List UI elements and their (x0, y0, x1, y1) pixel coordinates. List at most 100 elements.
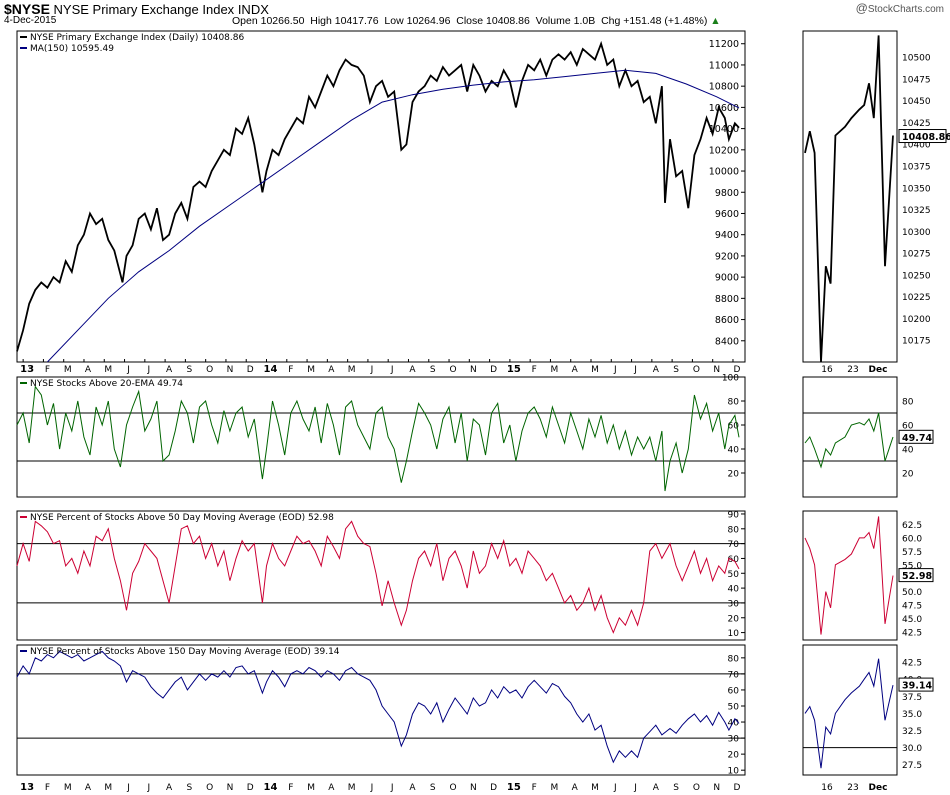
y-tick-label: 11000 (709, 60, 739, 71)
x-tick-label-bottom: S (673, 783, 679, 793)
y-tick-label: 9400 (715, 230, 739, 241)
y-tick-label: 9000 (715, 273, 739, 284)
zoom-y-tick-label: 10225 (902, 293, 931, 303)
zoom-series-above150 (804, 658, 894, 769)
x-tick-label-bottom: J (633, 783, 637, 793)
zoom-x-tick-label-top: Dec (869, 365, 888, 375)
y-tick-label: 10 (728, 629, 740, 639)
y-tick-label: 10000 (709, 167, 739, 178)
x-tick-label-bottom: N (470, 783, 477, 793)
last-value-flag (898, 568, 934, 583)
zoom-y-tick-label: 62.5 (902, 521, 922, 531)
x-tick-label-bottom: F (532, 783, 537, 793)
series-ma (47, 69, 740, 363)
x-tick-label-bottom: M (551, 783, 559, 793)
logo-text: StockCharts.com (867, 4, 944, 15)
panel-frame-above50 (16, 510, 746, 641)
zoom-y-tick-label: 57.5 (902, 548, 922, 558)
low-value: 10264.96 (406, 15, 451, 27)
y-tick-label: 20 (728, 470, 740, 480)
legend-above50: NYSE Percent of Stocks Above 50 Day Movi… (30, 513, 334, 523)
panel-frame-ema20 (16, 376, 746, 498)
zoom-series-price (804, 35, 894, 363)
x-tick-label-top: O (449, 365, 456, 375)
x-tick-label-top: J (126, 365, 130, 375)
x-tick-label-top: O (693, 365, 700, 375)
last-value-label: 49.74 (902, 433, 932, 444)
y-tick-label: 90 (728, 510, 740, 520)
zoom-y-tick-label: 10375 (902, 163, 931, 173)
series-above50 (16, 520, 740, 634)
y-tick-label: 9200 (715, 251, 739, 262)
zoom-y-tick-label: 37.5 (902, 693, 922, 703)
x-tick-label-top: 15 (507, 364, 521, 375)
last-value-flag (898, 129, 947, 144)
x-tick-label-top: N (470, 365, 477, 375)
x-tick-label-bottom: 14 (264, 782, 278, 793)
chg-value: +151.48 (+1.48%) (623, 15, 708, 27)
zoom-y-tick-label: 10450 (902, 97, 931, 107)
low-label: Low (384, 15, 404, 27)
x-tick-label-top: S (430, 365, 436, 375)
x-tick-label-bottom: F (45, 783, 50, 793)
x-tick-label-bottom: A (572, 783, 579, 793)
x-tick-label-top: J (390, 365, 394, 375)
legend-ema20: NYSE Stocks Above 20-EMA 49.74 (30, 379, 183, 389)
exchange: INDX (237, 2, 269, 17)
x-tick-label-bottom: 15 (507, 782, 521, 793)
zoom-y-tick-label: 55.0 (902, 561, 922, 571)
zoom-y-tick-label: 20 (902, 470, 914, 480)
x-tick-label-top: M (307, 365, 315, 375)
zoom-frame-above150 (802, 644, 898, 776)
close-label: Close (456, 15, 484, 27)
y-tick-label: 9600 (715, 209, 739, 220)
zoom-y-tick-label: 50.0 (902, 588, 922, 598)
zoom-series-ema20 (804, 412, 894, 469)
x-tick-label-bottom: A (409, 783, 416, 793)
stockcharts-logo[interactable]: @StockCharts.com (856, 1, 944, 15)
x-tick-label-bottom: S (430, 783, 436, 793)
zoom-y-tick-label: 10425 (902, 119, 931, 129)
x-tick-label-bottom: O (693, 783, 700, 793)
y-tick-label: 60 (728, 422, 740, 432)
x-tick-label-bottom: O (206, 783, 213, 793)
x-tick-label-bottom: O (449, 783, 456, 793)
legend-above150: NYSE Percent of Stocks Above 150 Day Mov… (30, 647, 340, 657)
x-tick-label-top: J (146, 365, 150, 375)
series-price (16, 40, 740, 352)
y-tick-label: 70 (728, 540, 740, 550)
x-tick-label-top: N (713, 365, 720, 375)
y-tick-label: 60 (728, 686, 740, 696)
zoom-y-tick-label: 10250 (902, 271, 931, 281)
chg-label: Chg (601, 15, 621, 27)
x-tick-label-bottom: J (613, 783, 617, 793)
x-tick-label-top: N (227, 365, 234, 375)
zoom-y-tick-label: 10400 (902, 141, 931, 151)
up-arrow-icon: ▲ (710, 15, 721, 27)
zoom-x-tick-label-bottom: 23 (847, 783, 858, 793)
zoom-frame-price (802, 30, 898, 363)
zoom-y-tick-label: 60.0 (902, 534, 922, 544)
x-tick-label-top: J (370, 365, 374, 375)
zoom-y-tick-label: 45.0 (902, 615, 922, 625)
x-tick-label-top: F (532, 365, 537, 375)
legend-price: NYSE Primary Exchange Index (Daily) 1040… (30, 33, 244, 43)
panel-frame-price (16, 30, 746, 363)
zoom-y-tick-label: 10175 (902, 337, 931, 347)
x-tick-label-top: A (328, 365, 335, 375)
x-tick-label-top: O (206, 365, 213, 375)
y-tick-label: 40 (728, 446, 740, 456)
x-tick-label-bottom: S (187, 783, 193, 793)
x-tick-label-top: A (653, 365, 660, 375)
y-tick-label: 30 (728, 735, 740, 745)
x-tick-label-top: A (572, 365, 579, 375)
series-above150 (16, 650, 740, 764)
x-tick-label-top: J (633, 365, 637, 375)
zoom-series-above50 (804, 516, 894, 635)
y-tick-label: 50 (728, 702, 740, 712)
last-value-label: 39.14 (902, 681, 932, 692)
y-tick-label: 50 (728, 570, 740, 580)
y-tick-label: 10200 (709, 145, 739, 156)
x-tick-label-bottom: M (104, 783, 112, 793)
